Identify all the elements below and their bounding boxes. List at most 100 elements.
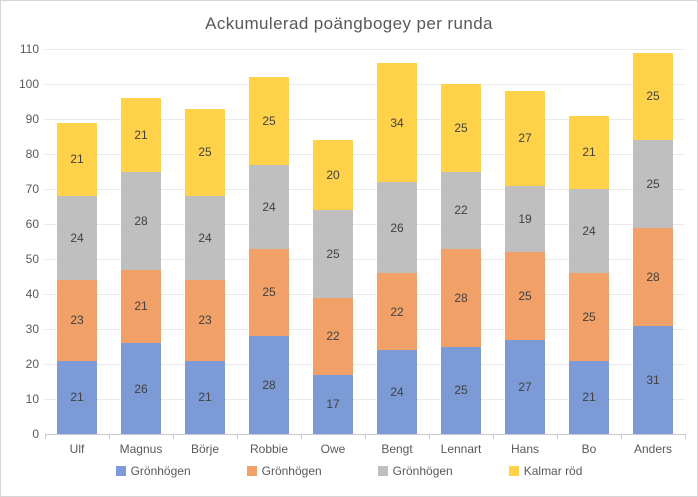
legend-item[interactable]: Grönhögen bbox=[246, 464, 322, 478]
bar-segment[interactable]: 21 bbox=[57, 360, 97, 434]
y-axis-tick-label: 40 bbox=[25, 287, 39, 301]
data-label: 21 bbox=[70, 152, 84, 167]
bar-segment[interactable]: 25 bbox=[505, 252, 545, 340]
data-label: 25 bbox=[646, 176, 660, 191]
gridline bbox=[45, 259, 685, 260]
x-axis-category-label: Bo bbox=[581, 442, 597, 456]
bar-segment[interactable]: 25 bbox=[441, 84, 481, 172]
bar-segment[interactable]: 25 bbox=[313, 210, 353, 298]
data-label: 31 bbox=[646, 372, 660, 387]
x-axis-category-label: Hans bbox=[510, 442, 539, 456]
data-label: 25 bbox=[262, 285, 276, 300]
y-axis-tick-label: 60 bbox=[25, 217, 39, 231]
bar-segment[interactable]: 21 bbox=[121, 98, 161, 172]
bar-segment[interactable]: 25 bbox=[441, 346, 481, 434]
bar-segment[interactable]: 23 bbox=[185, 280, 225, 361]
data-label: 25 bbox=[198, 145, 212, 160]
y-axis-tick-label: 10 bbox=[25, 392, 39, 406]
data-label: 24 bbox=[262, 199, 276, 214]
bar-segment[interactable]: 24 bbox=[185, 196, 225, 280]
y-axis-tick-label: 90 bbox=[25, 112, 39, 126]
bar-segment[interactable]: 27 bbox=[505, 91, 545, 186]
x-axis-tick-mark bbox=[685, 434, 686, 439]
bar-segment[interactable]: 28 bbox=[633, 227, 673, 326]
gridline bbox=[45, 329, 685, 330]
x-axis-tick-mark bbox=[429, 434, 430, 439]
data-label: 25 bbox=[518, 288, 532, 303]
data-label: 23 bbox=[198, 313, 212, 328]
bar-segment[interactable]: 34 bbox=[377, 63, 417, 182]
y-axis-tick-label: 50 bbox=[25, 252, 39, 266]
x-axis-category-label: Lennart bbox=[440, 442, 482, 456]
bar-segment[interactable]: 20 bbox=[313, 140, 353, 210]
x-axis-tick-mark bbox=[493, 434, 494, 439]
x-axis-category-label: Börje bbox=[190, 442, 219, 456]
bar-segment[interactable]: 21 bbox=[569, 115, 609, 189]
data-label: 25 bbox=[262, 113, 276, 128]
x-axis-tick-mark bbox=[109, 434, 110, 439]
gridline bbox=[45, 364, 685, 365]
legend-item[interactable]: Grönhögen bbox=[377, 464, 453, 478]
legend-swatch-icon bbox=[246, 466, 257, 476]
bar-segment[interactable]: 21 bbox=[569, 360, 609, 434]
legend-item[interactable]: Grönhögen bbox=[115, 464, 191, 478]
bar-segment[interactable]: 21 bbox=[121, 269, 161, 343]
x-axis-tick-mark bbox=[365, 434, 366, 439]
bar-segment[interactable]: 24 bbox=[57, 196, 97, 280]
legend-item[interactable]: Kalmar röd bbox=[508, 464, 582, 478]
bar-segment[interactable]: 25 bbox=[633, 140, 673, 228]
data-label: 22 bbox=[326, 329, 340, 343]
x-axis-category-label: Robbie bbox=[249, 442, 289, 456]
gridline bbox=[45, 294, 685, 295]
data-label: 25 bbox=[646, 89, 660, 104]
data-label: 25 bbox=[454, 383, 468, 398]
x-axis-tick-mark bbox=[557, 434, 558, 439]
bar-segment[interactable]: 21 bbox=[57, 122, 97, 196]
data-label: 22 bbox=[454, 203, 468, 217]
bar-segment[interactable]: 26 bbox=[121, 343, 161, 434]
bar-segment[interactable]: 28 bbox=[121, 171, 161, 270]
bar-segment[interactable]: 26 bbox=[377, 182, 417, 273]
y-axis-tick-label: 100 bbox=[18, 77, 39, 91]
data-label: 23 bbox=[70, 313, 84, 328]
legend-label: Grönhögen bbox=[392, 464, 453, 478]
bar-segment[interactable]: 25 bbox=[633, 52, 673, 140]
bar-segment[interactable]: 25 bbox=[569, 273, 609, 361]
data-label: 24 bbox=[198, 231, 212, 245]
data-label: 19 bbox=[518, 211, 532, 226]
bar-segment[interactable]: 22 bbox=[441, 171, 481, 249]
bar-segment[interactable]: 24 bbox=[377, 350, 417, 434]
y-axis-tick-label: 20 bbox=[25, 357, 39, 371]
y-axis-tick-label: 70 bbox=[25, 182, 39, 196]
bar-segment[interactable]: 25 bbox=[185, 108, 225, 196]
bar-segment[interactable]: 19 bbox=[505, 185, 545, 252]
data-label: 24 bbox=[582, 224, 596, 238]
data-label: 25 bbox=[326, 246, 340, 261]
bar-segment[interactable]: 24 bbox=[569, 189, 609, 273]
bar-segment[interactable]: 17 bbox=[313, 374, 353, 434]
data-label: 24 bbox=[70, 231, 84, 245]
legend: Grönhögen Grönhögen Grönhögen Kalmar röd bbox=[1, 464, 697, 478]
data-label: 21 bbox=[70, 390, 84, 405]
data-label: 22 bbox=[390, 304, 404, 319]
bar-segment[interactable]: 22 bbox=[313, 297, 353, 375]
y-axis-tick-label: 0 bbox=[32, 427, 39, 441]
data-label: 17 bbox=[326, 397, 340, 412]
x-axis-tick-mark bbox=[173, 434, 174, 439]
bar-segment[interactable]: 24 bbox=[249, 164, 289, 249]
bar-segment[interactable]: 25 bbox=[249, 77, 289, 165]
data-label: 27 bbox=[518, 131, 532, 146]
bar-segment[interactable]: 21 bbox=[185, 360, 225, 434]
bar-segment[interactable]: 28 bbox=[441, 248, 481, 347]
legend-swatch-icon bbox=[377, 466, 388, 476]
gridline bbox=[45, 84, 685, 85]
data-label: 21 bbox=[582, 390, 596, 405]
bar-segment[interactable]: 31 bbox=[633, 325, 673, 434]
bar-segment[interactable]: 28 bbox=[249, 336, 289, 434]
bar-segment[interactable]: 27 bbox=[505, 339, 545, 434]
gridline bbox=[45, 189, 685, 190]
bar-segment[interactable]: 22 bbox=[377, 273, 417, 350]
x-axis-tick-mark bbox=[45, 434, 46, 439]
bar-segment[interactable]: 23 bbox=[57, 280, 97, 361]
bar-segment[interactable]: 25 bbox=[249, 248, 289, 336]
